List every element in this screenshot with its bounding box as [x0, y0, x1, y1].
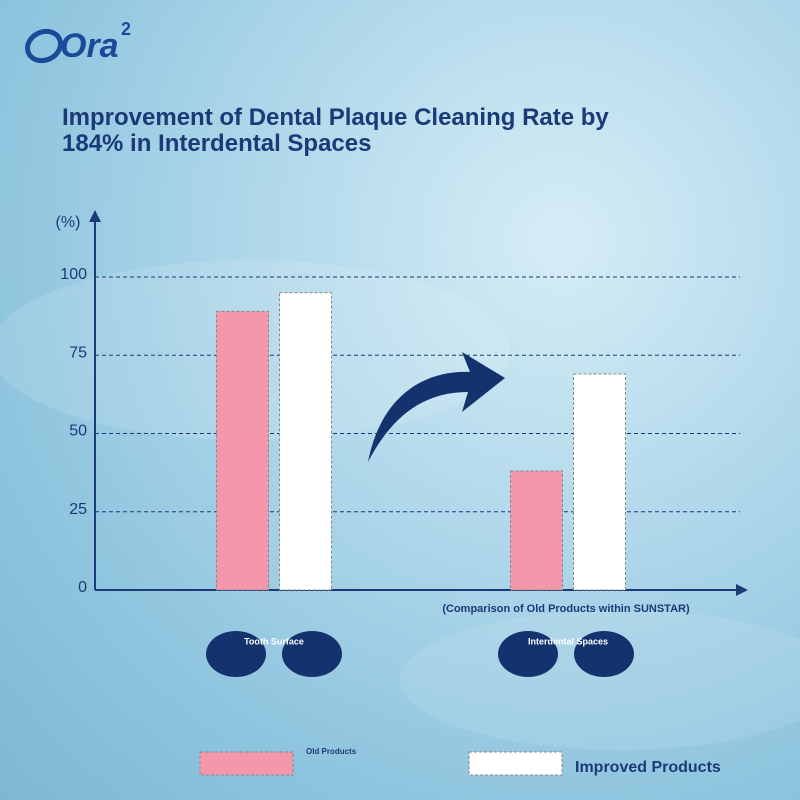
logo: Ora 2	[24, 19, 131, 65]
y-tick-label: 25	[69, 501, 87, 518]
legend-label: Improved Products	[575, 759, 721, 776]
bar	[216, 310, 269, 591]
badge	[282, 631, 342, 677]
logo-ring	[24, 28, 64, 64]
increase-arrow	[368, 352, 505, 462]
logo-superscript: 2	[121, 19, 131, 39]
y-tick-label: 0	[78, 579, 87, 596]
note: (Comparison of Old Products within SUNST…	[442, 603, 690, 615]
y-tick-label: 100	[60, 266, 87, 283]
y-tick-label: 50	[69, 423, 87, 440]
bar	[573, 373, 626, 591]
bar	[279, 292, 332, 591]
x-tick-label: Interdental Spaces	[528, 636, 608, 646]
x-axis-arrow	[736, 584, 748, 596]
legend-swatch	[468, 751, 563, 776]
water-light	[400, 610, 800, 750]
badge	[498, 631, 558, 677]
y-axis-label: (%)	[56, 214, 81, 231]
legend-label: Old Products	[306, 747, 357, 756]
badge	[206, 631, 266, 677]
x-tick-label: Tooth Surface	[244, 636, 304, 646]
category-badges	[206, 631, 634, 677]
logo-text: Ora	[60, 27, 119, 65]
chart-title: Improvement of Dental Plaque Cleaning Ra…	[62, 104, 609, 157]
y-tick-label: 75	[69, 344, 87, 361]
legend-swatch	[199, 751, 294, 776]
badge	[574, 631, 634, 677]
bar	[510, 470, 563, 591]
y-axis-arrow	[89, 210, 101, 222]
